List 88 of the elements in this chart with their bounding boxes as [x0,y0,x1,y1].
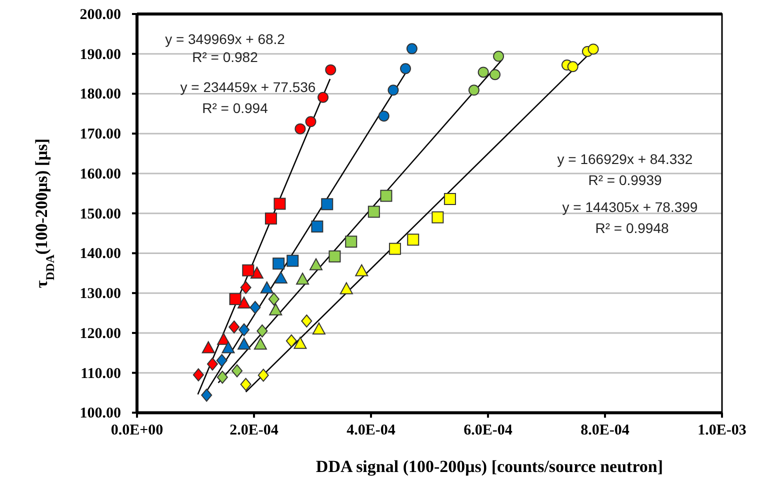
point [202,341,215,354]
point [345,236,358,248]
x-axis-title: DDA signal (100-200μs) [counts/source neutron] [316,457,664,476]
point [238,296,251,309]
point [310,258,323,270]
annotation: R² = 0.9939 [588,172,662,188]
annotation: R² = 0.994 [202,100,268,116]
x-tick-label: 1.0E-03 [698,422,746,439]
y-tick-label: 160.00 [80,166,121,182]
point [321,198,334,210]
point [264,212,277,225]
point [311,220,324,233]
point [328,250,341,262]
point [368,206,380,218]
annotation: y = 234459x + 77.536 [180,79,316,95]
point [274,198,286,210]
x-tick-label: 4.0E-04 [346,422,396,439]
x-tick-label: 0.0E+00 [110,422,164,439]
point [229,293,242,306]
point [192,368,204,382]
point [318,92,329,103]
point [268,292,280,306]
y-tick-label: 200.00 [80,7,121,23]
point [490,69,501,80]
point [406,43,418,54]
point [201,388,212,402]
y-tick-label: 110.00 [80,366,121,382]
point [216,354,228,367]
annotation: y = 349969x + 68.2 [165,31,286,47]
point [588,44,599,55]
point [250,300,261,314]
point [286,254,299,267]
point [340,282,353,294]
annotation: y = 166929x + 84.332 [557,151,693,167]
point [400,63,412,74]
point [493,50,504,62]
point [238,323,250,336]
point [355,264,368,276]
point [294,336,307,349]
point [242,264,254,276]
point [269,303,282,316]
y-tick-label: 190.00 [80,46,121,63]
point [240,281,252,294]
point [216,370,228,384]
y-tick-label: 100.00 [80,406,121,422]
point [274,271,288,284]
x-tick-label: 6.0E-04 [464,422,513,439]
point [388,84,399,96]
point [388,242,401,255]
point [325,64,336,76]
point [296,272,310,285]
y-tick-label: 170.00 [80,126,121,143]
point [254,338,267,350]
point [294,123,306,134]
point [217,332,230,345]
x-tick-label: 8.0E-04 [580,422,630,439]
x-tick-label: 2.0E-04 [230,422,279,439]
point [222,341,235,354]
point [478,66,489,78]
point [444,192,456,205]
annotation: R² = 0.9948 [595,220,669,236]
y-tick-label: 130.00 [80,286,121,302]
point [301,314,312,328]
point [407,234,420,246]
point [432,211,444,224]
point [256,324,268,338]
point [228,320,240,334]
y-tick-label: 180.00 [80,86,121,103]
point [468,84,480,96]
point [286,334,297,348]
point [272,258,285,270]
point [258,368,269,382]
y-tick-label: 150.00 [80,206,121,222]
point [305,116,316,128]
point [312,322,326,334]
point [380,190,392,202]
y-tick-label: 140.00 [80,246,121,262]
point [567,61,578,72]
annotation: y = 144305x + 78.399 [562,199,698,215]
point [250,266,264,279]
point [260,281,274,294]
point [232,364,243,378]
annotation: R² = 0.982 [192,49,258,65]
y-tick-label: 120.00 [80,326,121,342]
point [206,358,218,371]
point [240,378,252,391]
point [238,338,251,350]
point [378,110,390,122]
